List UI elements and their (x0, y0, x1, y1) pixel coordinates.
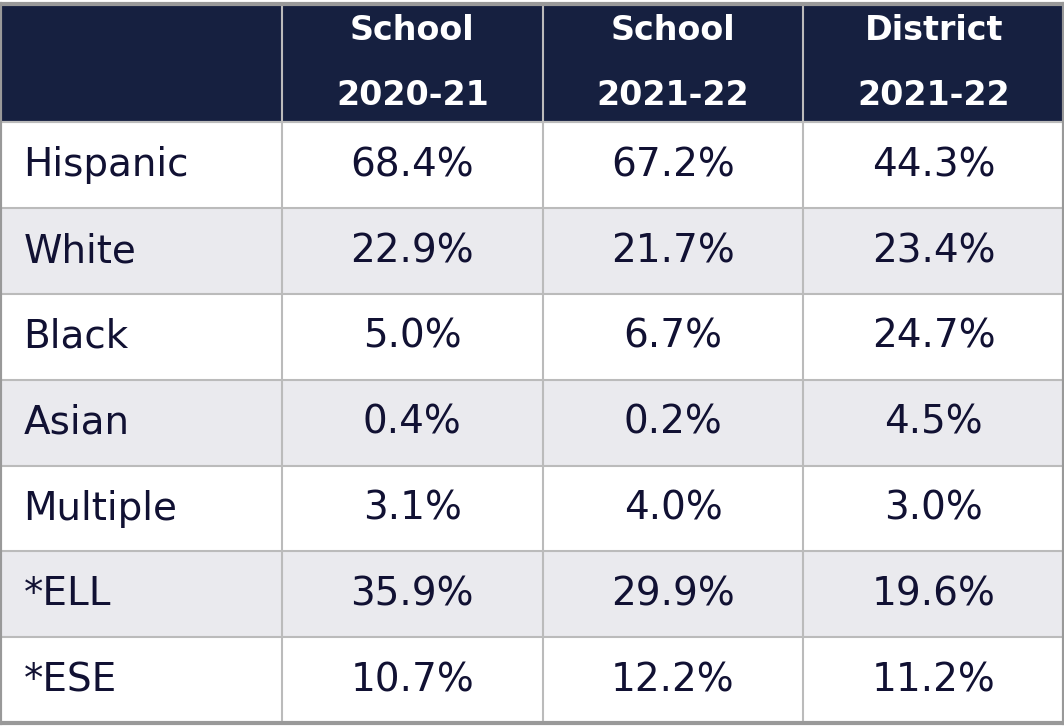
Bar (543, 466, 803, 552)
Bar (543, 209, 803, 294)
Text: 0.2%: 0.2% (624, 403, 722, 442)
Text: White: White (23, 232, 136, 270)
Text: 10.7%: 10.7% (350, 661, 475, 699)
Text: 2021-22: 2021-22 (597, 79, 749, 112)
Bar (543, 123, 803, 209)
Text: School: School (611, 15, 735, 47)
Text: 3.1%: 3.1% (363, 489, 462, 528)
Text: 19.6%: 19.6% (871, 575, 996, 614)
Bar (803, 552, 1064, 637)
Text: 44.3%: 44.3% (871, 146, 996, 185)
Text: *ESE: *ESE (23, 661, 117, 699)
Text: District: District (864, 15, 1003, 47)
Text: 23.4%: 23.4% (871, 232, 996, 270)
Bar (543, 294, 803, 380)
Bar (543, 637, 803, 723)
Text: 68.4%: 68.4% (350, 146, 475, 185)
Text: Black: Black (23, 318, 129, 356)
Bar (543, 380, 803, 466)
Text: Multiple: Multiple (23, 489, 178, 528)
Text: 6.7%: 6.7% (624, 318, 722, 356)
Text: 22.9%: 22.9% (350, 232, 475, 270)
Text: 5.0%: 5.0% (363, 318, 462, 356)
Bar (0, 294, 282, 380)
Text: 4.5%: 4.5% (884, 403, 983, 442)
Text: *ELL: *ELL (23, 575, 111, 614)
Bar (0, 380, 282, 466)
Bar (0, 123, 282, 209)
Bar (0, 552, 282, 637)
Text: Asian: Asian (23, 403, 130, 442)
Text: 35.9%: 35.9% (350, 575, 475, 614)
Bar (282, 552, 543, 637)
Text: 0.4%: 0.4% (363, 403, 462, 442)
Bar (282, 294, 543, 380)
Bar (282, 637, 543, 723)
Bar (543, 4, 803, 122)
Bar (0, 209, 282, 294)
Text: 3.0%: 3.0% (884, 489, 983, 528)
Text: 21.7%: 21.7% (611, 232, 735, 270)
Text: Hispanic: Hispanic (23, 146, 189, 185)
Text: 2021-22: 2021-22 (858, 79, 1010, 112)
Bar (803, 123, 1064, 209)
Bar (282, 4, 543, 122)
Bar (282, 466, 543, 552)
Text: 4.0%: 4.0% (624, 489, 722, 528)
Text: 2020-21: 2020-21 (336, 79, 488, 112)
Bar (282, 209, 543, 294)
Bar (0, 637, 282, 723)
Text: 12.2%: 12.2% (611, 661, 735, 699)
Text: School: School (350, 15, 475, 47)
Bar (803, 466, 1064, 552)
Bar (0, 466, 282, 552)
Bar (803, 637, 1064, 723)
Bar (282, 123, 543, 209)
Bar (282, 380, 543, 466)
Text: 67.2%: 67.2% (611, 146, 735, 185)
Bar (803, 294, 1064, 380)
Bar (803, 209, 1064, 294)
Text: 24.7%: 24.7% (871, 318, 996, 356)
Bar (543, 552, 803, 637)
Bar (0, 4, 282, 122)
Bar (803, 380, 1064, 466)
Text: 29.9%: 29.9% (611, 575, 735, 614)
Bar (803, 4, 1064, 122)
Text: 11.2%: 11.2% (871, 661, 996, 699)
